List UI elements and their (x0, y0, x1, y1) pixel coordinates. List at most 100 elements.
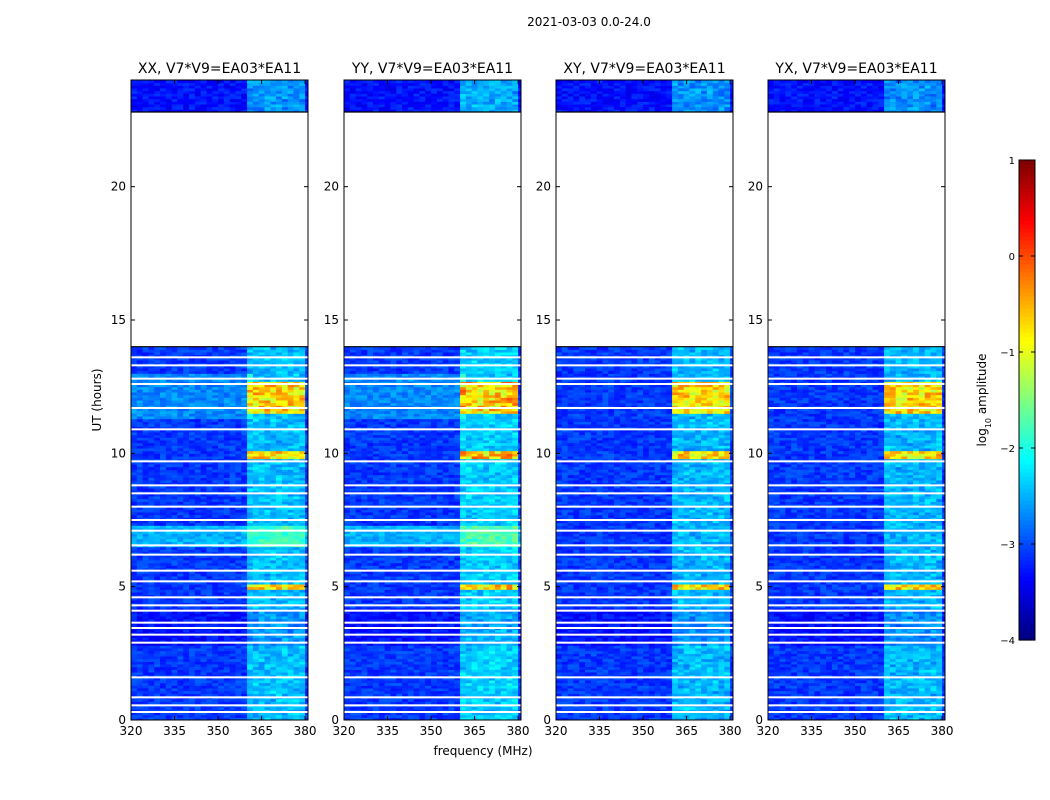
panel-title: XX, V7*V9=EA03*EA11 (138, 61, 301, 77)
x-tick-label: 320 (120, 724, 143, 738)
flagged-row (556, 621, 733, 624)
x-tick-label: 350 (420, 724, 443, 738)
panel-title: XY, V7*V9=EA03*EA11 (563, 61, 725, 77)
x-tick-label: 365 (250, 724, 273, 738)
flagged-row (768, 383, 945, 385)
flagged-row (556, 580, 733, 583)
flagged-row (131, 641, 308, 644)
flagged-row (344, 364, 521, 367)
flagged-row (344, 704, 521, 707)
flagged-row (344, 529, 521, 532)
flagged-row (344, 383, 521, 385)
flagged-row (768, 553, 945, 556)
flagged-row (768, 633, 945, 636)
flagged-row (768, 676, 945, 679)
x-tick-label: 350 (844, 724, 867, 738)
y-tick-label: 20 (324, 180, 339, 194)
waterfall-heatmap (768, 80, 945, 720)
flagged-row (344, 641, 521, 644)
flagged-row (768, 428, 945, 431)
flagged-row (131, 383, 308, 385)
panel-frame (555, 79, 734, 721)
x-tick-label: 380 (507, 724, 530, 738)
panel-yy: YY, V7*V9=EA03*EA11 320 335 350 365 380 0 5 10 15… (324, 61, 530, 738)
flagged-row (768, 505, 945, 508)
y-tick-label: 15 (324, 313, 339, 327)
flagged-row (556, 529, 733, 532)
flagged-row (556, 460, 733, 463)
flagged-row (344, 356, 521, 359)
flagged-row (556, 609, 733, 612)
flagged-row (556, 484, 733, 487)
flagged-row (131, 364, 308, 367)
flagged-row (556, 407, 733, 409)
y-tick-label: 5 (543, 580, 551, 594)
flagged-row (768, 460, 945, 463)
flagged-row (768, 569, 945, 572)
flagged-row (768, 711, 945, 713)
colorbar-tick-label: −4 (1000, 636, 1015, 647)
x-tick-label: 380 (931, 724, 954, 738)
x-tick-label: 320 (757, 724, 780, 738)
figure-title: 2021-03-03 0.0-24.0 (527, 15, 651, 29)
flagged-row (556, 383, 733, 385)
flagged-row (344, 460, 521, 463)
flagged-row (131, 609, 308, 612)
x-tick-label: 350 (632, 724, 655, 738)
x-tick-label: 335 (163, 724, 186, 738)
flagged-row (344, 377, 521, 380)
flagged-row (131, 428, 308, 431)
flagged-row (556, 633, 733, 636)
y-tick-label: 10 (324, 446, 339, 460)
panel-frame (343, 79, 522, 721)
flagged-row (556, 377, 733, 380)
x-tick-label: 320 (545, 724, 568, 738)
flagged-row (131, 704, 308, 707)
flagged-row (131, 553, 308, 556)
flagged-row (344, 696, 521, 699)
flagged-row (344, 505, 521, 508)
y-tick-label: 15 (536, 313, 551, 327)
flagged-row (556, 544, 733, 547)
flagged-row (556, 696, 733, 699)
flagged-row (131, 407, 308, 409)
flagged-row (556, 553, 733, 556)
flagged-row (344, 553, 521, 556)
colorbar-tick-label: −1 (1000, 348, 1015, 359)
panel-title: YX, V7*V9=EA03*EA11 (774, 61, 937, 77)
flagged-row (344, 492, 521, 495)
flagged-row (131, 356, 308, 359)
flagged-row (131, 633, 308, 636)
flagged-row (556, 711, 733, 713)
flagged-row (344, 627, 521, 629)
flagged-row (556, 356, 733, 359)
y-tick-label: 0 (118, 713, 126, 727)
flagged-row (344, 676, 521, 679)
x-tick-label: 335 (588, 724, 611, 738)
y-tick-label: 20 (111, 180, 126, 194)
waterfall-heatmap (556, 80, 733, 720)
flagged-row (556, 604, 733, 607)
y-tick-label: 10 (748, 446, 763, 460)
panels-group: XX, V7*V9=EA03*EA11 320 335 350 365 380 0 5 10 15… (111, 61, 954, 738)
flagged-row (768, 627, 945, 629)
x-tick-label: 335 (800, 724, 823, 738)
panel-yx: YX, V7*V9=EA03*EA11 320 335 350 365 380 0 5 10 15… (748, 61, 954, 738)
flagged-row (768, 696, 945, 699)
flagged-row (344, 428, 521, 431)
flagged-row (344, 519, 521, 521)
flagged-row (556, 596, 733, 599)
y-tick-label: 0 (543, 713, 551, 727)
x-tick-label: 335 (376, 724, 399, 738)
flagged-row (344, 580, 521, 583)
flagged-row (131, 627, 308, 629)
flagged-row (556, 492, 733, 495)
x-tick-label: 380 (294, 724, 317, 738)
y-tick-label: 5 (331, 580, 339, 594)
flagged-row (131, 460, 308, 463)
flagged-row (556, 505, 733, 508)
y-tick-label: 0 (755, 713, 763, 727)
flagged-row (556, 627, 733, 629)
y-tick-label: 15 (111, 313, 126, 327)
waterfall-heatmap (131, 80, 308, 720)
